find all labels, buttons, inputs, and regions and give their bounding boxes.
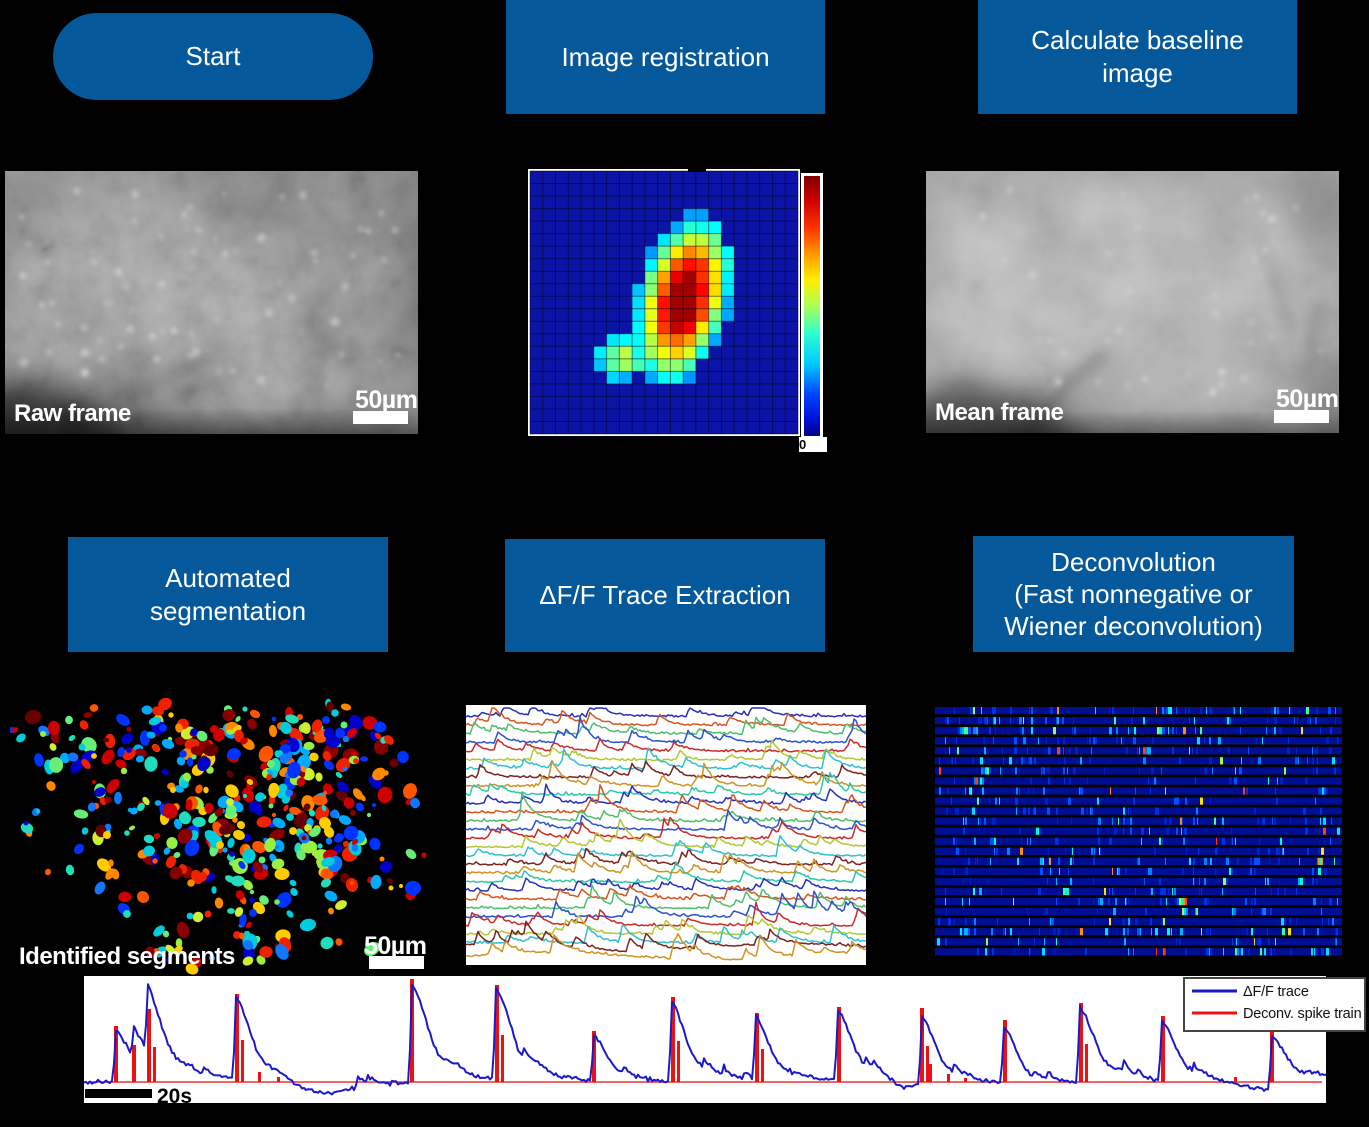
svg-text:ΔF/F trace: ΔF/F trace (1243, 984, 1309, 1000)
svg-text:Deconv. spike train: Deconv. spike train (1243, 1006, 1362, 1022)
